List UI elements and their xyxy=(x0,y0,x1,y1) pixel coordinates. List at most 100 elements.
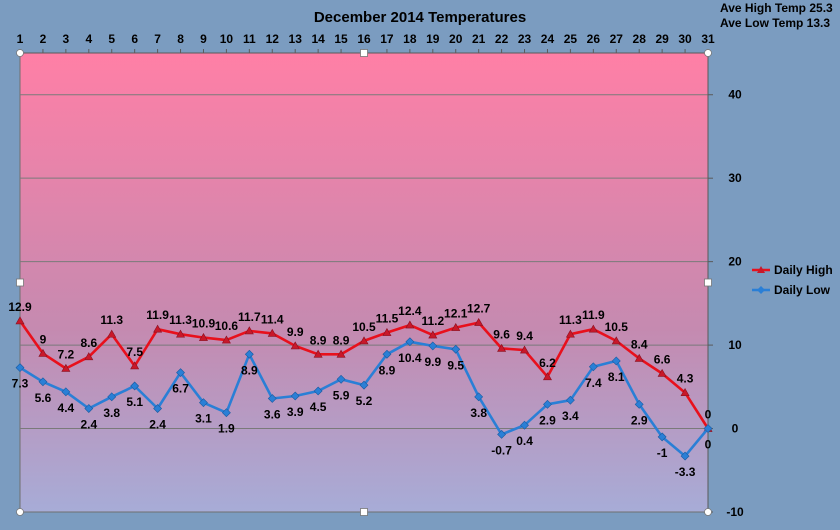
selection-handles xyxy=(16,49,712,516)
data-point xyxy=(199,398,208,408)
data-label: 11.2 xyxy=(421,314,444,328)
data-label: 10.5 xyxy=(605,320,629,334)
data-point xyxy=(428,341,438,351)
data-label: 3.4 xyxy=(562,409,579,423)
data-point xyxy=(611,356,621,366)
x-tick-label: 1 xyxy=(17,32,24,46)
data-label: 8.6 xyxy=(80,336,97,350)
data-point xyxy=(84,404,94,413)
data-label: 11.3 xyxy=(169,313,192,327)
series xyxy=(15,316,713,461)
data-label: 3.6 xyxy=(264,408,281,422)
x-axis: 1 2 3 4 5 6 7 8 9 10 11 12 13 14 15 16 17 18 19 20 21 22 23 24 2… xyxy=(17,32,715,54)
data-point xyxy=(107,392,117,402)
data-point xyxy=(336,374,346,384)
x-tick-label: 15 xyxy=(334,32,348,46)
data-point xyxy=(657,368,667,377)
data-label: 8.9 xyxy=(241,363,258,377)
y-tick-label: 30 xyxy=(728,171,742,185)
data-label: 7.3 xyxy=(12,377,29,391)
x-tick-label: 5 xyxy=(108,32,115,46)
x-tick-label: 4 xyxy=(85,32,92,46)
data-point xyxy=(451,322,461,331)
ave-high-text: Ave High Temp 25.3 xyxy=(720,1,833,15)
data-point xyxy=(267,394,277,403)
data-point xyxy=(313,349,323,358)
data-label: 7.5 xyxy=(126,345,143,359)
data-label: 4.3 xyxy=(677,372,694,386)
data-label: 1.9 xyxy=(218,422,235,436)
x-tick-label: 3 xyxy=(63,32,70,46)
legend-marker xyxy=(757,286,765,294)
y-tick-label: 10 xyxy=(728,338,742,352)
data-label: 5.9 xyxy=(333,388,350,402)
data-label: 9.9 xyxy=(424,355,441,369)
data-point xyxy=(130,381,140,391)
data-label: 0 xyxy=(705,438,712,452)
data-label: 11.4 xyxy=(261,312,284,326)
data-label: 11.9 xyxy=(146,308,169,322)
y-tick-label: 20 xyxy=(728,255,742,269)
data-point xyxy=(290,341,300,350)
plot-area xyxy=(19,53,708,513)
data-point xyxy=(405,337,415,347)
data-point xyxy=(61,363,71,372)
data-label: 12.7 xyxy=(467,302,491,316)
data-label: 2.4 xyxy=(149,418,166,432)
data-label: 12.9 xyxy=(8,300,32,314)
x-tick-label: 20 xyxy=(449,32,463,46)
data-point xyxy=(520,420,529,430)
data-point xyxy=(107,329,117,338)
data-label: 2.9 xyxy=(631,413,648,427)
data-label: 4.4 xyxy=(58,401,75,415)
data-point xyxy=(543,399,552,409)
selection-handle xyxy=(16,508,24,516)
data-label: 3.8 xyxy=(103,406,120,420)
x-tick-label: 28 xyxy=(633,32,647,46)
data-point xyxy=(611,336,621,345)
x-tick-label: 23 xyxy=(518,32,532,46)
data-point xyxy=(313,386,323,396)
x-tick-label: 21 xyxy=(472,32,486,46)
data-point xyxy=(451,344,461,354)
data-label: 3.9 xyxy=(287,405,304,419)
data-label: 3.1 xyxy=(195,412,212,426)
data-label: 8.9 xyxy=(310,333,327,347)
data-point xyxy=(474,392,484,402)
data-point xyxy=(588,362,598,372)
data-label: -0.7 xyxy=(491,443,512,457)
data-label: 11.3 xyxy=(100,313,123,327)
data-label: 10.5 xyxy=(352,320,376,334)
data-point xyxy=(244,326,254,335)
data-point xyxy=(153,404,163,413)
x-tick-label: 26 xyxy=(587,32,601,46)
data-label: 3.8 xyxy=(470,406,487,420)
data-point xyxy=(497,429,507,439)
data-label: 6.2 xyxy=(539,356,556,370)
selection-handle xyxy=(360,508,368,516)
data-point xyxy=(130,361,140,370)
selection-handle xyxy=(360,49,368,57)
data-label: 7.2 xyxy=(58,347,75,361)
data-label: 0.4 xyxy=(516,434,533,448)
x-tick-label: 2 xyxy=(40,32,47,46)
selection-handle xyxy=(704,278,712,287)
data-point xyxy=(680,388,690,396)
data-label: 8.1 xyxy=(608,370,625,384)
data-label: 9.5 xyxy=(447,358,464,372)
x-tick-label: 12 xyxy=(266,32,280,46)
x-tick-label: 7 xyxy=(154,32,161,46)
data-point xyxy=(38,377,48,387)
selection-handle xyxy=(704,508,712,516)
data-point xyxy=(520,345,530,354)
plot-background xyxy=(20,53,708,512)
data-point xyxy=(153,324,163,333)
x-tick-label: 22 xyxy=(495,32,509,46)
x-tick-label: 11 xyxy=(243,32,256,46)
data-label: 8.9 xyxy=(379,363,396,377)
data-label: 10.6 xyxy=(215,319,239,333)
x-tick-label: 13 xyxy=(289,32,303,46)
data-point xyxy=(382,327,392,336)
chart-title: December 2014 Temperatures xyxy=(314,9,526,26)
data-point xyxy=(38,348,48,357)
